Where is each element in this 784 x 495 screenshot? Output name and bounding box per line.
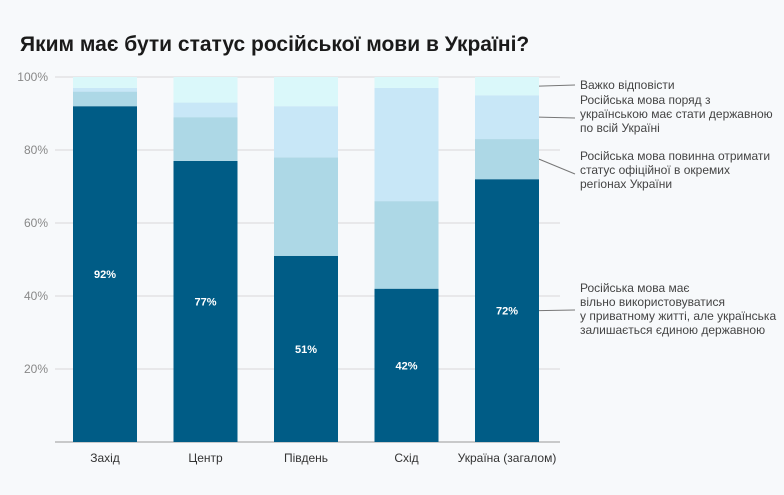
legend-leader-line <box>538 84 576 87</box>
y-tick-label: 20% <box>24 362 48 376</box>
bar-segment <box>173 102 238 118</box>
data-label: 51% <box>295 344 317 356</box>
x-tick-label: Центр <box>188 451 223 465</box>
y-tick-label: 60% <box>24 216 48 230</box>
bar-segment <box>73 77 137 88</box>
x-tick-label: Схід <box>394 451 418 465</box>
chart-title: Яким має бути статус російської мови в У… <box>20 33 530 56</box>
bar-segment <box>173 117 238 161</box>
bar-segment <box>475 95 539 140</box>
bar-segment <box>374 201 439 289</box>
y-tick-label: 40% <box>24 289 48 303</box>
bar-segment <box>73 91 137 107</box>
x-tick-label: Захід <box>90 451 120 465</box>
legend-label: Російська мова поряд з українською має ст… <box>580 93 773 135</box>
bar-segment <box>475 139 539 180</box>
bar-segment <box>475 77 539 96</box>
bar-segment <box>274 157 338 256</box>
bar-segment <box>374 288 439 442</box>
bar-segment <box>73 87 137 92</box>
legend-leader-line <box>538 116 576 119</box>
bar-segment <box>374 77 439 88</box>
data-label: 92% <box>94 269 116 281</box>
bar-segment <box>173 160 238 442</box>
y-tick-label: 100% <box>17 70 48 84</box>
legend-leader-line <box>538 309 576 312</box>
legend-label: Важко відповісти <box>580 78 675 92</box>
bar-segment <box>274 77 338 107</box>
data-label: 72% <box>496 306 518 318</box>
legend-label: Російська мова має вільно використовувати… <box>580 281 776 337</box>
bar-segment <box>374 87 439 202</box>
bar-segment <box>475 179 539 442</box>
data-label: 42% <box>395 360 417 372</box>
x-tick-label: Південь <box>284 451 328 465</box>
legend-label: Російська мова повинна отримати статус оф… <box>580 149 770 191</box>
y-tick-label: 80% <box>24 143 48 157</box>
data-label: 77% <box>194 296 216 308</box>
bar-segment <box>73 106 137 442</box>
bar-segment <box>274 106 338 158</box>
x-tick-label: Україна (загалом) <box>458 451 557 465</box>
bar-segment <box>173 77 238 103</box>
bar-segment <box>274 255 338 442</box>
legend-leader-line <box>538 158 576 175</box>
